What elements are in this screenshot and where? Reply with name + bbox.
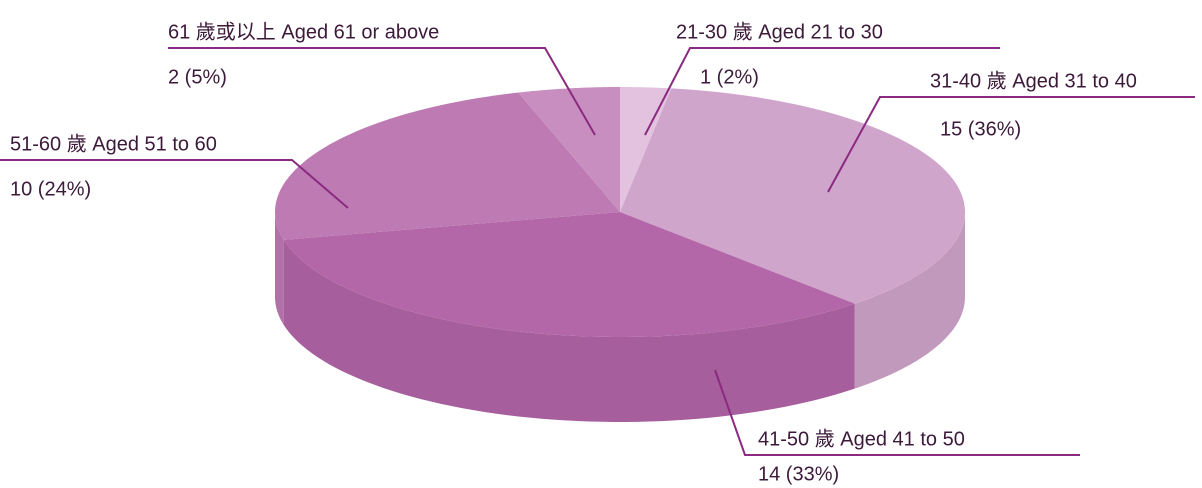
pie-slice: [283, 212, 855, 337]
value-label: 15 (36%): [940, 118, 1021, 140]
leader-line: [168, 47, 596, 136]
slice-label: 31-40 歲 Aged 31 to 40: [930, 69, 1137, 92]
pie-slice: [620, 88, 965, 304]
slice-label: 51-60 歲 Aged 51 to 60: [10, 132, 217, 155]
pie-side: [854, 212, 965, 389]
pie-side: [275, 212, 284, 325]
leader-line: [644, 47, 1000, 136]
leader-line: [714, 369, 1080, 456]
slice-label: 21-30 歲 Aged 21 to 30: [676, 20, 883, 43]
pie-side: [283, 239, 855, 422]
pie-slice: [620, 87, 672, 212]
pie-slice: [275, 92, 620, 240]
value-label: 2 (5%): [168, 66, 227, 88]
value-label: 14 (33%): [758, 463, 839, 485]
pie-slice: [518, 87, 620, 212]
value-label: 1 (2%): [700, 66, 759, 88]
leader-line: [0, 159, 349, 209]
slice-label: 41-50 歲 Aged 41 to 50: [758, 427, 965, 450]
slice-label: 61 歲或以上 Aged 61 or above: [168, 20, 439, 43]
leader-line: [827, 96, 1195, 193]
value-label: 10 (24%): [10, 178, 91, 200]
